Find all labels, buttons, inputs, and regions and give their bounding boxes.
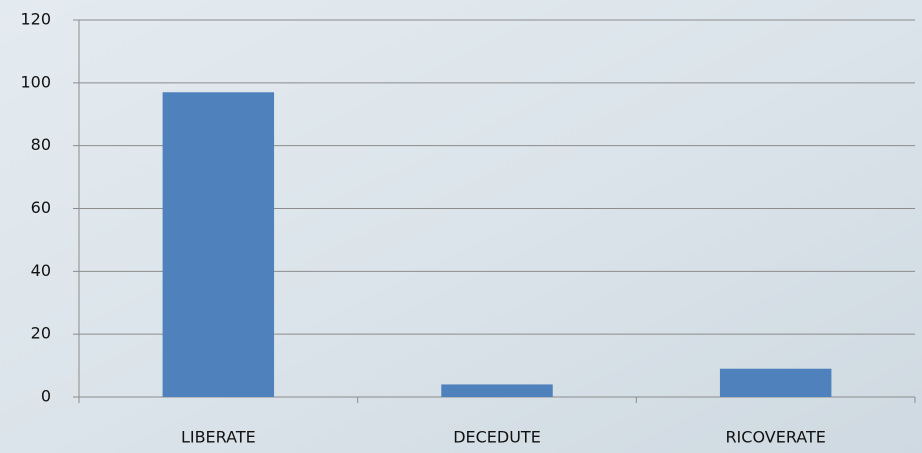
chart: 0 20 40 60 80 100 120 LIBERATE DECEDUTE RICOVERAT… bbox=[0, 0, 922, 453]
x-tick-label: DECEDUTE bbox=[453, 428, 541, 447]
y-tick-label: 120 bbox=[20, 10, 51, 29]
y-tick-label: 100 bbox=[20, 72, 51, 91]
y-tick-label: 60 bbox=[31, 198, 51, 217]
bar bbox=[720, 369, 831, 397]
y-tick-label: 0 bbox=[41, 387, 51, 406]
y-tick-label: 20 bbox=[31, 324, 51, 343]
x-tick-label: RICOVERATE bbox=[725, 428, 825, 447]
y-tick-label: 80 bbox=[31, 135, 51, 154]
bar bbox=[163, 92, 274, 397]
bar bbox=[441, 384, 552, 397]
y-tick-label: 40 bbox=[31, 261, 51, 280]
x-tick-label: LIBERATE bbox=[181, 428, 256, 447]
